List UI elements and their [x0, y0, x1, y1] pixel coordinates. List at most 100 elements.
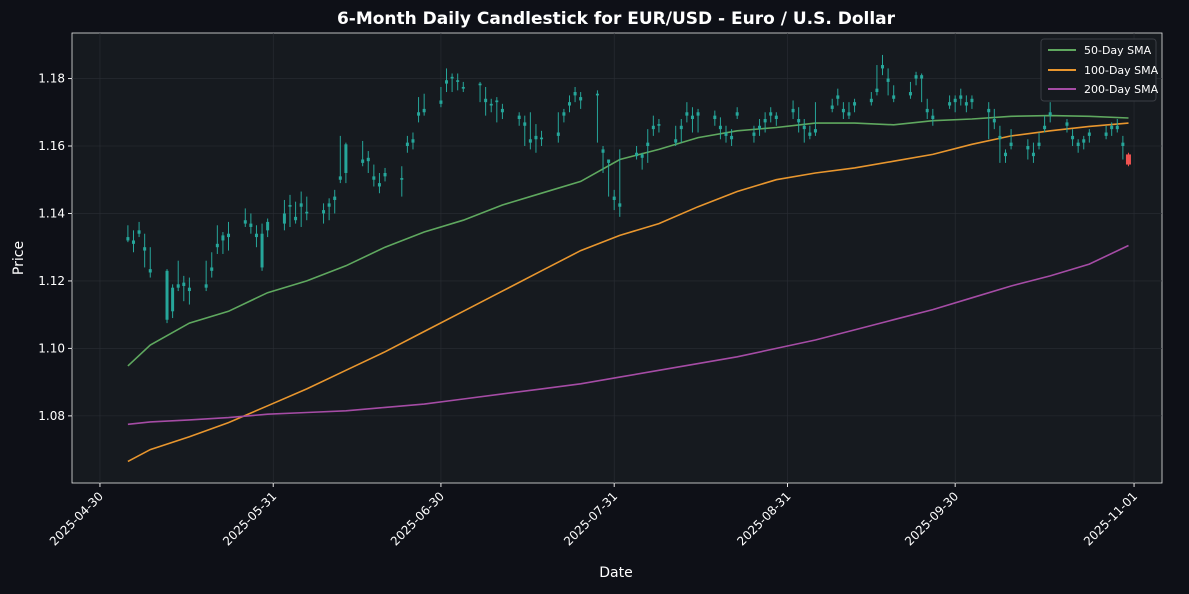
candle [847, 102, 851, 120]
candle-body [148, 269, 152, 273]
candle [769, 107, 773, 123]
legend-label-100: 100-Day SMA [1084, 64, 1159, 77]
candle [601, 146, 605, 173]
candle-body [679, 125, 683, 130]
candle [338, 135, 342, 184]
candle-body [1037, 142, 1041, 147]
candle-body [266, 221, 270, 231]
candle [752, 125, 756, 143]
candle-body [204, 284, 208, 288]
candle-body [333, 196, 337, 200]
candle [573, 86, 577, 103]
candle [456, 73, 460, 91]
candle-body [651, 125, 655, 130]
candle [959, 88, 963, 106]
candle [176, 260, 180, 292]
candle-body [724, 132, 728, 136]
candle-body [361, 159, 365, 163]
candle-body [674, 139, 678, 143]
candle-body [227, 233, 231, 238]
candle [1031, 142, 1035, 163]
candle-body [484, 98, 488, 103]
candle [853, 98, 857, 113]
candle [260, 223, 264, 271]
candle-body [489, 103, 493, 106]
candle-body [567, 102, 571, 106]
candle-body [579, 97, 583, 101]
candle [808, 125, 812, 140]
candle-body [1121, 142, 1125, 147]
candle-body [987, 108, 991, 113]
candle-body [813, 129, 817, 133]
candle [696, 108, 700, 133]
candle [987, 102, 991, 140]
candle-body [243, 220, 247, 224]
legend-label-200: 200-Day SMA [1084, 83, 1159, 96]
sma-line-200 [127, 244, 1129, 426]
candle-body [1009, 142, 1013, 147]
candle-body [612, 196, 616, 200]
x-axis-label: Date [599, 565, 632, 581]
y-tick-label: 1.10 [38, 341, 65, 355]
candle-body [1031, 152, 1035, 157]
candle [288, 194, 292, 227]
candle-body [478, 83, 482, 86]
candle [964, 95, 968, 113]
chart-title: 6-Month Daily Candlestick for EUR/USD - … [337, 9, 896, 29]
candle [640, 152, 644, 170]
candles [126, 54, 1131, 324]
candle [322, 203, 326, 224]
candle-body [299, 203, 303, 207]
candle-body [372, 176, 376, 180]
candle-body [215, 243, 219, 248]
candle-body [953, 98, 957, 103]
candle [372, 164, 376, 187]
candle [925, 98, 929, 120]
candle [126, 225, 130, 243]
candle-body [948, 102, 952, 106]
candle-body [892, 95, 896, 99]
candle [869, 92, 873, 106]
candle [377, 172, 381, 194]
candle-body [1065, 122, 1069, 126]
candle [970, 95, 974, 109]
candle-body [445, 80, 449, 84]
candle-body [523, 122, 527, 126]
candle [674, 125, 678, 147]
candle-body [411, 139, 415, 143]
candle-body [875, 88, 879, 93]
candle [445, 68, 449, 93]
candle-body [131, 240, 135, 244]
candle-body [1125, 154, 1131, 165]
candle-body [366, 157, 370, 162]
candle-body [998, 135, 1002, 140]
candle [992, 108, 996, 130]
candle-body [853, 102, 857, 106]
candle [774, 112, 778, 126]
candle [478, 81, 482, 103]
candle-body [417, 112, 421, 116]
candle-body [841, 108, 845, 113]
candle-body [618, 203, 622, 207]
candle [612, 189, 616, 211]
candle-body [769, 112, 773, 116]
candle [758, 119, 762, 136]
candle-body [405, 142, 409, 147]
candle-body [808, 132, 812, 136]
candle-body [1104, 132, 1108, 136]
candle-body [249, 223, 253, 227]
candle [294, 201, 298, 224]
candle [931, 108, 935, 126]
candle [690, 107, 694, 133]
candle [920, 73, 924, 103]
candle-body [802, 125, 806, 130]
candle [528, 112, 532, 150]
legend-box [1040, 38, 1157, 102]
candle [333, 189, 337, 214]
candle [724, 125, 728, 143]
candle [567, 95, 571, 113]
candle-body [920, 75, 924, 79]
candle [495, 97, 499, 123]
y-axis-label: Price [11, 241, 27, 275]
candle-body [456, 80, 460, 82]
